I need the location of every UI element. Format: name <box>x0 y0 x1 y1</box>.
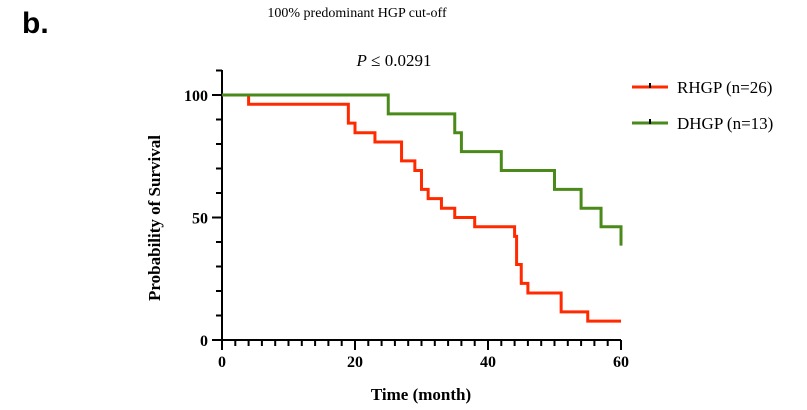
y-tick-label: 0 <box>200 333 208 350</box>
p-value-annotation: P ≤ 0.0291 <box>356 51 432 70</box>
survival-curve-1 <box>222 93 621 323</box>
series-layer <box>222 93 623 323</box>
x-tick-label: 40 <box>480 354 496 371</box>
y-axis-title: Probability of Survival <box>145 135 164 301</box>
survival-curve-2 <box>222 93 623 246</box>
legend-label: DHGP (n=13) <box>677 114 773 133</box>
legend-label: RHGP (n=26) <box>677 78 772 97</box>
axes: 0 50 100 0 20 40 60 <box>184 69 629 371</box>
legend: RHGP (n=26) DHGP (n=13) <box>632 78 773 133</box>
x-tick-label: 0 <box>218 354 226 371</box>
x-axis-title: Time (month) <box>371 385 471 404</box>
chart-title: 100% predominant HGP cut-off <box>267 6 447 21</box>
y-tick-label: 100 <box>184 88 208 105</box>
p-symbol: P <box>356 51 367 70</box>
panel-label: b. <box>22 7 49 40</box>
y-tick-label: 50 <box>192 211 208 228</box>
x-tick-label: 20 <box>347 354 363 371</box>
p-value: ≤ 0.0291 <box>367 51 432 70</box>
x-tick-label: 60 <box>613 354 629 371</box>
